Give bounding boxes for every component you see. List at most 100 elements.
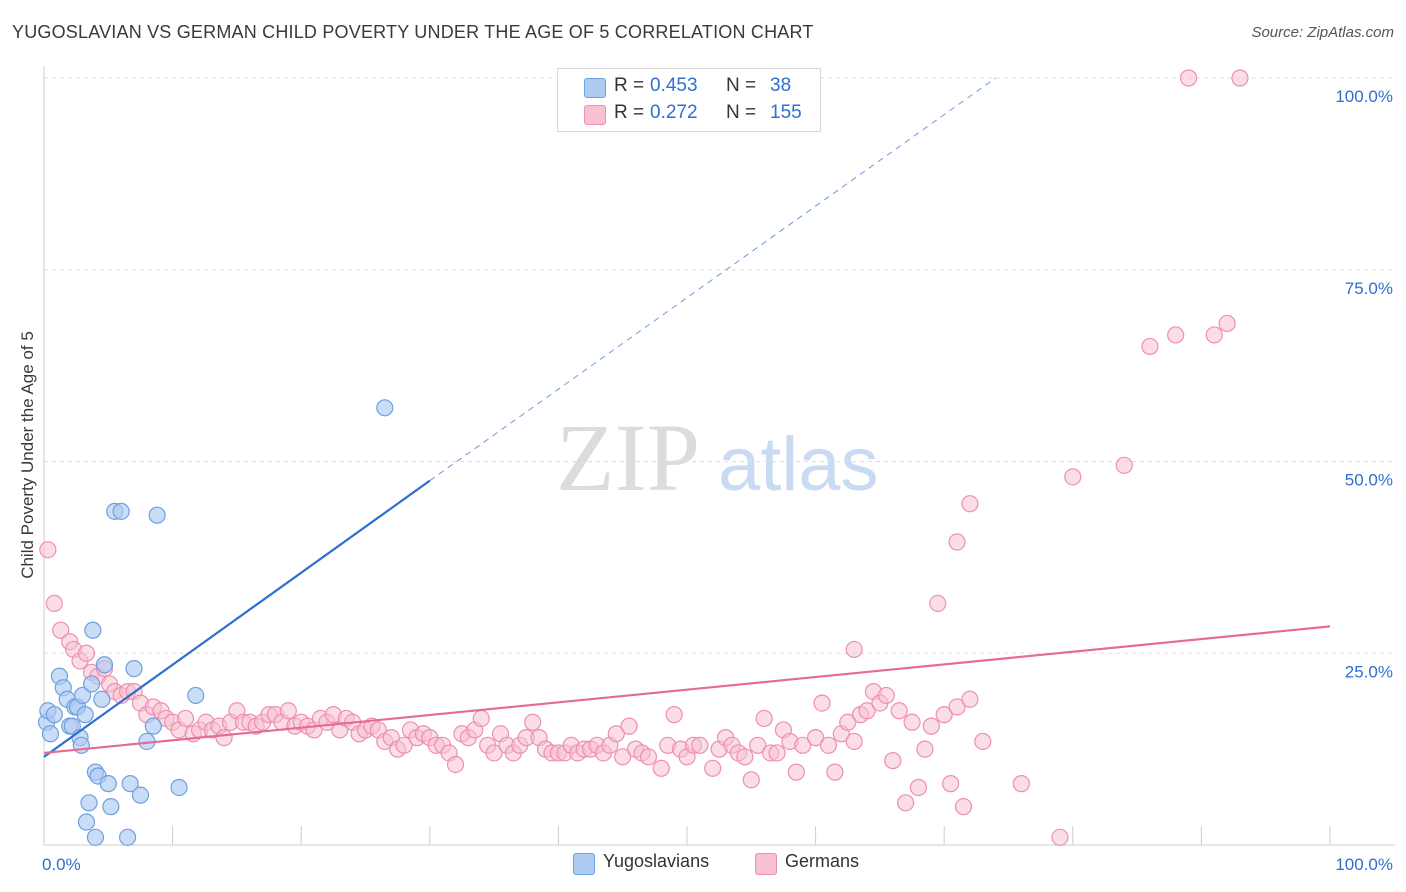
data-point-yugoslavians — [82, 675, 101, 693]
data-point-germans — [215, 729, 233, 747]
source-label: Source: ZipAtlas.com — [1251, 24, 1394, 41]
watermark-zip: ZIP — [556, 404, 700, 511]
data-point-germans — [1218, 314, 1236, 333]
x-tick-label-min: 0.0% — [42, 855, 81, 874]
data-point-yugoslavians — [80, 794, 98, 812]
data-point-germans — [607, 725, 625, 743]
data-point-germans — [1205, 326, 1223, 344]
data-point-yugoslavians — [99, 775, 117, 793]
data-point-yugoslavians — [95, 656, 114, 674]
data-point-germans — [472, 709, 490, 728]
data-point-germans — [794, 736, 812, 754]
data-point-yugoslavians — [93, 690, 111, 708]
bottom-legend-swatch-yugoslavians — [573, 853, 595, 875]
data-point-germans — [1231, 69, 1249, 87]
data-point-germans — [916, 740, 934, 758]
y-axis-label: Child Poverty Under the Age of 5 — [18, 331, 37, 579]
legend-swatch-yugoslavians — [584, 78, 606, 98]
data-point-germans — [929, 594, 947, 612]
data-point-germans — [652, 759, 670, 777]
legend-n-value: 38 — [770, 75, 792, 96]
data-point-yugoslavians — [118, 828, 137, 846]
legend-r-label: R = — [614, 102, 645, 123]
watermark-atlas: atlas — [718, 422, 879, 507]
data-point-germans — [1115, 456, 1133, 474]
data-point-yugoslavians — [86, 828, 105, 846]
data-point-germans — [974, 732, 992, 751]
watermark: ZIP atlas — [556, 404, 879, 511]
data-point-germans — [485, 744, 503, 762]
data-point-germans — [639, 748, 658, 766]
data-point-germans — [935, 706, 953, 724]
data-point-germans — [742, 771, 760, 789]
data-point-germans — [826, 763, 844, 781]
data-point-yugoslavians — [84, 621, 102, 639]
data-point-germans — [614, 748, 632, 766]
data-point-germans — [961, 495, 979, 513]
data-point-germans — [787, 763, 805, 781]
data-point-germans — [909, 778, 928, 797]
bottom-legend-swatch-germans — [755, 853, 777, 875]
data-point-yugoslavians — [77, 813, 96, 831]
data-point-germans — [884, 752, 902, 770]
tick-labels: 25.0% 50.0% 75.0% 100.0% 0.0% 100.0% — [42, 87, 1393, 874]
data-point-germans — [890, 702, 908, 720]
legend-row-yugoslavians: R = 0.453 N = 38 — [558, 75, 820, 101]
data-point-yugoslavians — [73, 686, 92, 705]
data-point-yugoslavians — [376, 399, 394, 417]
data-point-yugoslavians — [131, 786, 150, 804]
data-point-yugoslavians — [148, 506, 166, 524]
data-point-germans — [806, 729, 825, 747]
data-point-yugoslavians — [125, 659, 143, 678]
data-point-germans — [665, 706, 683, 724]
data-point-germans — [948, 698, 966, 716]
data-point-germans — [954, 798, 973, 816]
bottom-legend-label-germans: Germans — [785, 851, 860, 871]
data-point-germans — [942, 775, 960, 793]
germans-points — [39, 69, 1249, 846]
data-point-yugoslavians — [144, 717, 162, 735]
y-tick-label: 100.0% — [1335, 87, 1393, 106]
x-tick-label-max: 100.0% — [1335, 855, 1393, 874]
data-point-germans — [52, 621, 70, 639]
trend-line-germans — [43, 625, 1331, 755]
trend-line-yugoslavians — [43, 479, 431, 758]
y-tick-label: 75.0% — [1345, 279, 1393, 298]
data-point-germans — [524, 713, 542, 731]
data-point-yugoslavians — [121, 775, 139, 793]
data-point-yugoslavians — [102, 798, 120, 816]
trend-lines — [43, 77, 1331, 758]
data-point-germans — [176, 709, 195, 728]
y-tick-label: 50.0% — [1345, 471, 1393, 490]
data-point-germans — [897, 794, 915, 812]
data-point-yugoslavians — [41, 725, 60, 743]
data-point-germans — [736, 748, 754, 766]
data-point-germans — [620, 717, 638, 735]
data-point-germans — [749, 736, 767, 754]
legend-r-label: R = — [614, 75, 645, 96]
legend-n-label: N = — [726, 75, 757, 96]
chart-title: YUGOSLAVIAN VS GERMAN CHILD POVERTY UNDE… — [12, 22, 814, 42]
legend-n-value: 155 — [770, 102, 802, 123]
data-point-germans — [877, 686, 895, 705]
data-point-germans — [1012, 775, 1030, 793]
legend-r-value: 0.272 — [650, 102, 698, 123]
data-point-germans — [948, 533, 966, 551]
legend-swatch-germans — [584, 105, 606, 125]
data-point-germans — [845, 732, 863, 751]
data-point-germans — [961, 690, 979, 708]
legend-r-value: 0.453 — [650, 75, 698, 96]
correlation-legend: R = 0.453 N = 38 R = 0.272 N = 155 — [557, 68, 821, 132]
yugoslavians-points — [37, 399, 394, 846]
legend-n-label: N = — [726, 102, 757, 123]
trend-line-yugoslavians-extension — [429, 77, 996, 482]
data-point-germans — [704, 759, 722, 777]
data-point-germans — [39, 541, 57, 559]
data-point-germans — [1141, 337, 1159, 356]
data-point-germans — [1167, 326, 1185, 344]
data-point-germans — [858, 702, 876, 720]
grid-lines — [44, 77, 1395, 654]
data-point-germans — [45, 594, 63, 612]
bottom-legend-label-yugoslavians: Yugoslavians — [603, 851, 710, 871]
